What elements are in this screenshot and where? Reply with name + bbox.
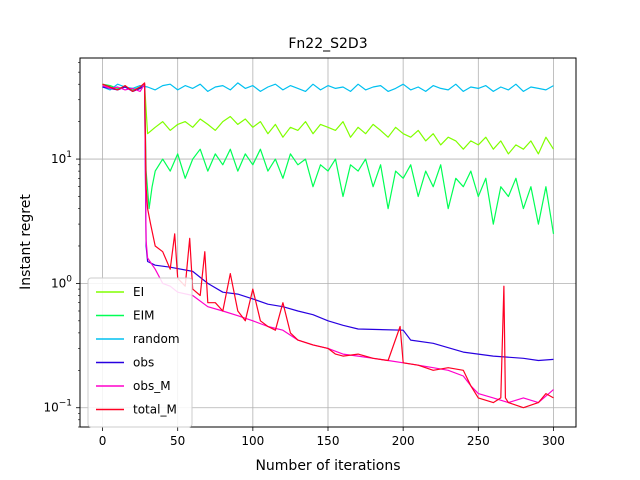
y-tick-exponent: −1 — [59, 399, 72, 409]
legend-label: EIM — [133, 309, 154, 323]
y-tick-base: 10 — [43, 401, 58, 415]
series-line-random — [102, 82, 554, 93]
x-tick-label: 250 — [467, 434, 490, 448]
y-tick-label: 10−1 — [43, 399, 72, 415]
series-line-obs — [102, 84, 554, 362]
y-tick-label: 100 — [51, 274, 72, 290]
series-line-eim — [102, 83, 555, 234]
y-tick-base: 10 — [51, 276, 66, 290]
x-tick-label: 100 — [241, 434, 264, 448]
legend-label: random — [133, 332, 180, 346]
legend-label: EI — [133, 285, 144, 299]
y-tick-exponent: 1 — [66, 150, 72, 160]
legend-label: obs — [133, 356, 154, 370]
x-tick-label: 150 — [317, 434, 340, 448]
x-tick-label: 300 — [542, 434, 565, 448]
legend: EI EIM random obs obs_M total_M — [87, 277, 193, 428]
series-line-total-m — [102, 82, 554, 409]
legend-label: obs_M — [133, 379, 171, 393]
x-tick-label: 0 — [99, 434, 107, 448]
y-tick-label: 101 — [51, 150, 72, 166]
x-tick-label: 50 — [170, 434, 185, 448]
chart-title: Fn22_S2D3 — [288, 36, 367, 52]
y-tick-exponent: 0 — [66, 274, 72, 284]
legend-label: total_M — [133, 403, 177, 417]
y-tick-base: 10 — [51, 152, 66, 166]
y-axis-label: Instant regret — [18, 194, 34, 290]
series-line-ei — [102, 83, 555, 155]
x-tick-label: 200 — [392, 434, 415, 448]
x-axis-label: Number of iterations — [255, 458, 400, 474]
plot-layer — [102, 82, 555, 409]
